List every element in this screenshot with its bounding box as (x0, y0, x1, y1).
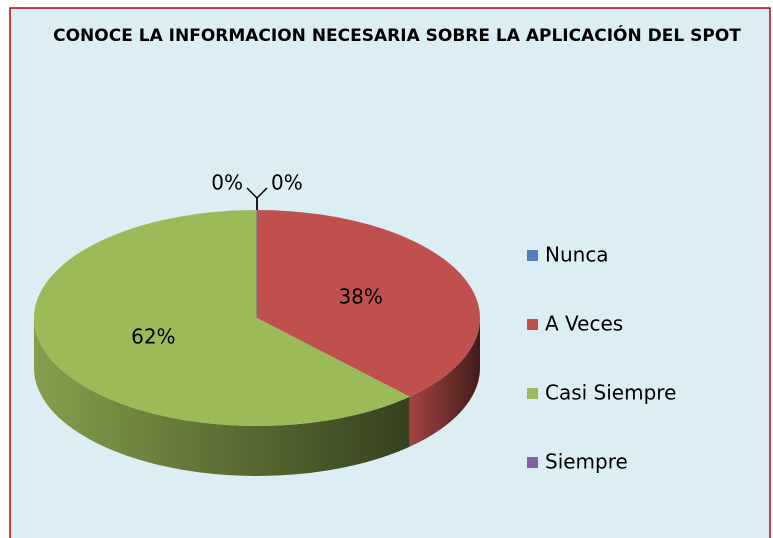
pie-slice (257, 210, 481, 397)
legend-marker (527, 388, 538, 399)
data-label: 0% (211, 171, 243, 195)
leader-line (246, 187, 258, 210)
data-label: 0% (271, 171, 303, 195)
pie-slice (33, 210, 410, 426)
legend-label: Casi Siempre (545, 381, 676, 405)
chart-title: CONOCE LA INFORMACION NECESARIA SOBRE LA… (53, 24, 741, 46)
legend-marker (527, 457, 538, 468)
legend-marker (527, 250, 538, 261)
data-label: 62% (131, 324, 175, 348)
legend-label: Siempre (545, 450, 628, 474)
pie-side (34, 318, 410, 476)
pie-side (409, 318, 480, 447)
legend-marker (527, 319, 538, 330)
data-label: 38% (338, 285, 382, 309)
legend-label: Nunca (545, 243, 609, 267)
legend-label: A Veces (545, 312, 623, 336)
